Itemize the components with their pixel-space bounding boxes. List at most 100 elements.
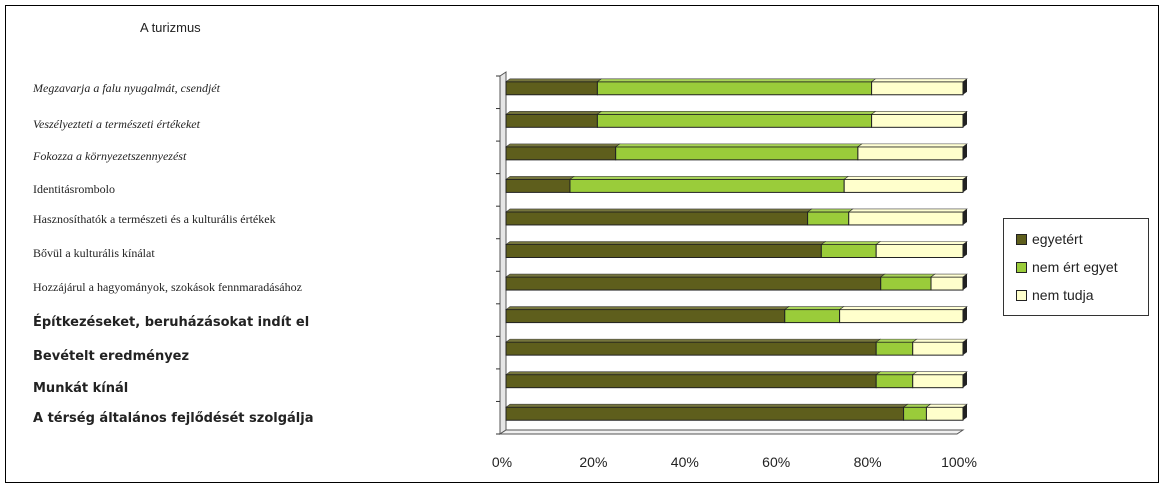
legend-label: nem ért egyet xyxy=(1032,259,1118,275)
bar-segment-egyetert xyxy=(505,309,786,324)
category-label: Megzavarja a falu nyugalmát, csendjét xyxy=(33,81,220,95)
plot-floor xyxy=(498,429,965,435)
bar-segment-nem-ert-egyet xyxy=(820,244,877,258)
bar-segment-nem-ert-egyet xyxy=(807,211,850,226)
bar-segment-egyetert xyxy=(505,244,822,258)
bar-segment-top xyxy=(875,338,918,343)
bar-segment-nem-tudja xyxy=(875,244,964,258)
category-label: Hozzájárul a hagyományok, szokások fennm… xyxy=(33,280,302,294)
bar-segment-top xyxy=(505,306,790,310)
bar-segment-nem-tudja xyxy=(848,211,964,226)
bar-segment-top xyxy=(505,78,603,83)
bar-segment-egyetert xyxy=(505,146,617,161)
x-tick-label: 60% xyxy=(762,454,790,470)
bar-segment-nem-ert-egyet xyxy=(880,276,932,291)
category-label: Bővül a kulturális kínálat xyxy=(33,246,155,260)
bar-segment-top xyxy=(505,403,909,408)
bar-segment-nem-ert-egyet xyxy=(596,113,873,128)
bar-end-face xyxy=(963,176,967,193)
bar-segment-top xyxy=(856,143,968,148)
bar-segment-top xyxy=(505,208,813,213)
legend-item: egyetért xyxy=(1016,225,1148,253)
bar-segment-top xyxy=(925,403,968,408)
bar-segment-top xyxy=(783,306,845,310)
bar-segment-top xyxy=(505,143,621,148)
bar-segment-top xyxy=(870,111,968,115)
bar-segment-top xyxy=(614,143,863,148)
bar-segment-nem-tudja xyxy=(857,146,964,161)
bar-end-face xyxy=(963,371,967,388)
bar-segment-top xyxy=(505,338,882,343)
category-label: Identitásrombolo xyxy=(33,182,115,196)
bar-segment-egyetert xyxy=(505,211,809,226)
chart-title: A turizmus xyxy=(140,20,201,35)
legend-swatch-nem-ert-egyet xyxy=(1016,261,1027,273)
bar-segment-top xyxy=(875,371,918,375)
bar-segment-egyetert xyxy=(505,178,571,193)
bar-segment-egyetert xyxy=(505,113,598,128)
bar-segment-top xyxy=(505,176,575,180)
x-tick-label: 0% xyxy=(492,454,512,470)
bar-segment-nem-tudja xyxy=(871,113,964,128)
bar-end-face xyxy=(963,241,967,258)
bar-segment-egyetert xyxy=(505,406,905,421)
legend-label: nem tudja xyxy=(1032,287,1094,303)
bar-segment-egyetert xyxy=(505,276,882,291)
bar-segment-top xyxy=(838,306,968,310)
bar-segment-top xyxy=(806,208,854,213)
bar-segment-top xyxy=(820,241,882,245)
bar-segment-top xyxy=(911,371,968,375)
category-label: Munkát kínál xyxy=(33,381,129,396)
bar-segment-egyetert xyxy=(505,341,877,356)
bar-segment-nem-tudja xyxy=(871,81,964,96)
x-tick-label: 20% xyxy=(579,454,607,470)
bar-segment-nem-ert-egyet xyxy=(569,178,845,193)
bar-segment-nem-tudja xyxy=(930,276,964,291)
chart-legend: egyetért nem ért egyet nem tudja xyxy=(1003,218,1149,316)
bar-segment-top xyxy=(843,176,968,180)
bar-end-face xyxy=(963,143,967,160)
bar-end-face xyxy=(963,306,967,323)
bar-segment-egyetert xyxy=(505,81,598,96)
bar-segment-top xyxy=(596,111,877,115)
bar-segment-top xyxy=(505,111,603,115)
bar-end-face xyxy=(963,78,967,95)
legend-swatch-egyetert xyxy=(1016,233,1027,245)
bar-segment-top xyxy=(879,273,936,278)
category-label: Fokozza a környezetszennyezést xyxy=(33,149,187,163)
bar-segment-nem-ert-egyet xyxy=(903,406,927,421)
bar-segment-nem-tudja xyxy=(912,374,964,389)
bar-segment-top xyxy=(569,176,850,180)
bar-segment-nem-tudja xyxy=(925,406,964,421)
bar-segment-top xyxy=(911,338,968,343)
x-tick-label: 80% xyxy=(854,454,882,470)
bar-segment-top xyxy=(847,208,968,213)
category-label: Veszélyezteti a természeti értékeket xyxy=(33,117,200,131)
bar-segment-top xyxy=(875,241,968,245)
category-label: A térség általános fejlődését szolgálja xyxy=(33,411,314,426)
bar-segment-top xyxy=(505,371,882,375)
bar-segment-nem-ert-egyet xyxy=(615,146,859,161)
bar-segment-nem-ert-egyet xyxy=(596,81,873,96)
legend-label: egyetért xyxy=(1032,231,1083,247)
category-label: Építkezéseket, beruházásokat indít el xyxy=(33,315,310,330)
bar-end-face xyxy=(963,274,967,291)
plot-side-wall xyxy=(499,71,507,435)
bar-segment-top xyxy=(930,273,968,278)
bar-end-face xyxy=(963,404,967,421)
legend-item: nem ért egyet xyxy=(1016,253,1148,281)
category-label: Bevételt eredményez xyxy=(33,349,190,364)
category-label: Hasznosíthatók a természeti és a kulturá… xyxy=(33,212,276,226)
bar-segment-top xyxy=(505,241,827,245)
bar-segment-egyetert xyxy=(505,374,877,389)
bar-segment-nem-tudja xyxy=(843,178,964,193)
bar-segment-nem-ert-egyet xyxy=(784,309,841,324)
bar-end-face xyxy=(963,339,967,356)
bar-segment-nem-tudja xyxy=(839,309,964,324)
bar-end-face xyxy=(963,208,967,225)
bar-segment-nem-ert-egyet xyxy=(875,374,914,389)
bar-end-face xyxy=(963,111,967,128)
bar-segment-nem-tudja xyxy=(912,341,964,356)
bar-segment-top xyxy=(505,273,886,278)
